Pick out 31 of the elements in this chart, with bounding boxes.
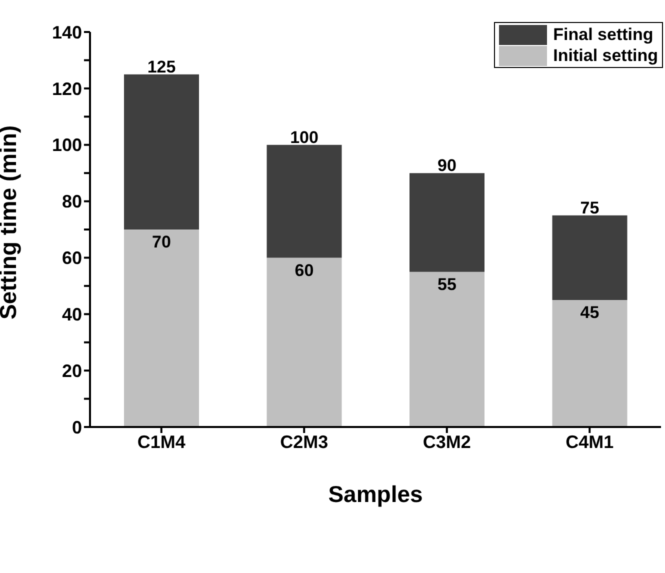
total-label: 100 <box>290 128 318 147</box>
y-tick-label: 20 <box>62 360 82 381</box>
y-tick-label: 60 <box>62 248 82 268</box>
y-tick-label: 140 <box>52 22 82 42</box>
bar <box>552 215 628 300</box>
total-label: 75 <box>580 198 600 218</box>
x-axis-title: Samples <box>328 481 423 507</box>
bar <box>124 230 199 427</box>
bar <box>124 74 199 230</box>
bar <box>410 173 484 272</box>
legend-label: Initial setting <box>553 45 658 66</box>
y-tick-label: 120 <box>52 78 82 99</box>
x-tick-label: C2M3 <box>280 432 328 452</box>
data-label: 55 <box>438 274 456 294</box>
x-tick-label: C4M1 <box>566 432 614 452</box>
x-tick-label: C3M2 <box>422 432 471 452</box>
bar <box>266 144 342 258</box>
bar <box>266 258 342 427</box>
total-label: 125 <box>147 57 176 76</box>
y-tick-label: 0 <box>72 417 82 438</box>
data-label: 60 <box>294 260 314 280</box>
bar <box>410 272 484 427</box>
bar <box>552 300 628 427</box>
total-label: 90 <box>438 156 456 176</box>
data-label: 45 <box>580 303 600 322</box>
y-tick-label: 100 <box>52 135 82 156</box>
data-label: 70 <box>152 232 171 252</box>
x-tick-label: C1M4 <box>137 432 186 452</box>
y-tick-label: 80 <box>62 192 82 212</box>
legend-label: Final setting <box>553 24 654 45</box>
y-tick-label: 40 <box>62 304 82 325</box>
